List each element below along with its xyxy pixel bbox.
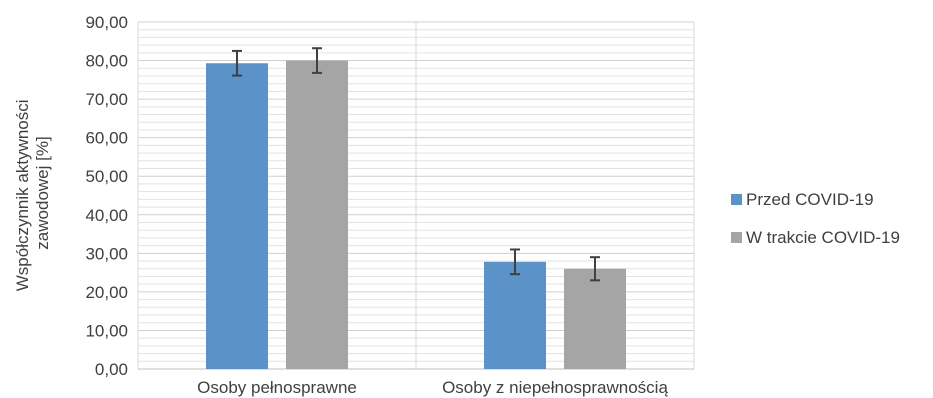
- y-tick-label: 10,00: [85, 321, 128, 340]
- bar: [286, 60, 348, 370]
- legend: Przed COVID-19 W trakcie COVID-19: [731, 190, 900, 247]
- error-bars: [232, 47, 600, 282]
- y-axis-label-line-2: zawodowej [%]: [33, 136, 52, 249]
- legend-swatch: [731, 232, 742, 243]
- bars: [206, 60, 626, 370]
- bar: [484, 261, 546, 369]
- y-tick-label: 90,00: [85, 13, 128, 32]
- legend-label: Przed COVID-19: [746, 190, 874, 209]
- x-category-label: Osoby z niepełnosprawnością: [442, 378, 668, 397]
- y-axis-label-line-1: Współczynnik aktywności: [13, 99, 32, 291]
- x-category-label: Osoby pełnosprawne: [197, 378, 357, 397]
- y-tick-label: 20,00: [85, 283, 128, 302]
- y-tick-label: 30,00: [85, 244, 128, 263]
- bar: [206, 63, 268, 369]
- y-tick-label: 80,00: [85, 52, 128, 71]
- legend-swatch: [731, 194, 742, 205]
- y-axis-label: Współczynnik aktywności zawodowej [%]: [13, 95, 52, 292]
- y-tick-label: 60,00: [85, 129, 128, 148]
- legend-label: W trakcie COVID-19: [746, 228, 900, 247]
- bar: [564, 268, 626, 369]
- x-axis-categories: Osoby pełnosprawne Osoby z niepełnosprawn…: [197, 378, 668, 397]
- y-tick-label: 70,00: [85, 90, 128, 109]
- y-axis-ticks: 0,00 10,00 20,00 30,00 40,00 50,00 60,00 70,00 8…: [85, 13, 128, 379]
- y-tick-label: 0,00: [95, 360, 128, 379]
- y-tick-label: 50,00: [85, 167, 128, 186]
- y-tick-label: 40,00: [85, 206, 128, 225]
